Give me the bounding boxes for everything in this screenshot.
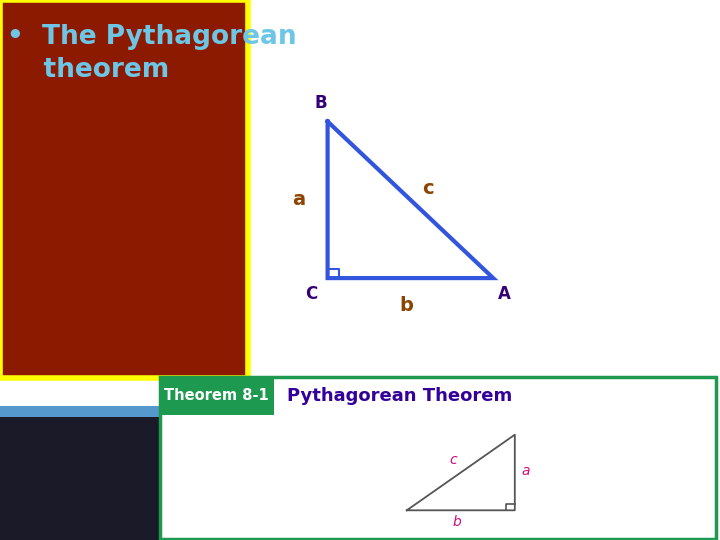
Text: c: c	[423, 179, 434, 199]
Text: Theorem 8-1: Theorem 8-1	[164, 388, 269, 403]
Text: •  The Pythagorean: • The Pythagorean	[7, 24, 297, 50]
Text: c: c	[450, 453, 457, 467]
Polygon shape	[328, 122, 493, 278]
Text: a: a	[521, 464, 530, 478]
Text: b: b	[453, 515, 462, 529]
Text: b: b	[400, 295, 414, 315]
Bar	[0, 0, 248, 378]
Bar	[160, 377, 716, 539]
Bar	[160, 377, 274, 415]
Text: Pythagorean Theorem: Pythagorean Theorem	[287, 387, 512, 405]
Bar	[0, 415, 160, 540]
Text: C: C	[305, 285, 318, 303]
Bar	[0, 406, 160, 417]
Text: a: a	[292, 190, 305, 210]
Text: A: A	[498, 285, 510, 303]
Text: theorem: theorem	[7, 57, 169, 83]
Text: B: B	[314, 93, 327, 112]
